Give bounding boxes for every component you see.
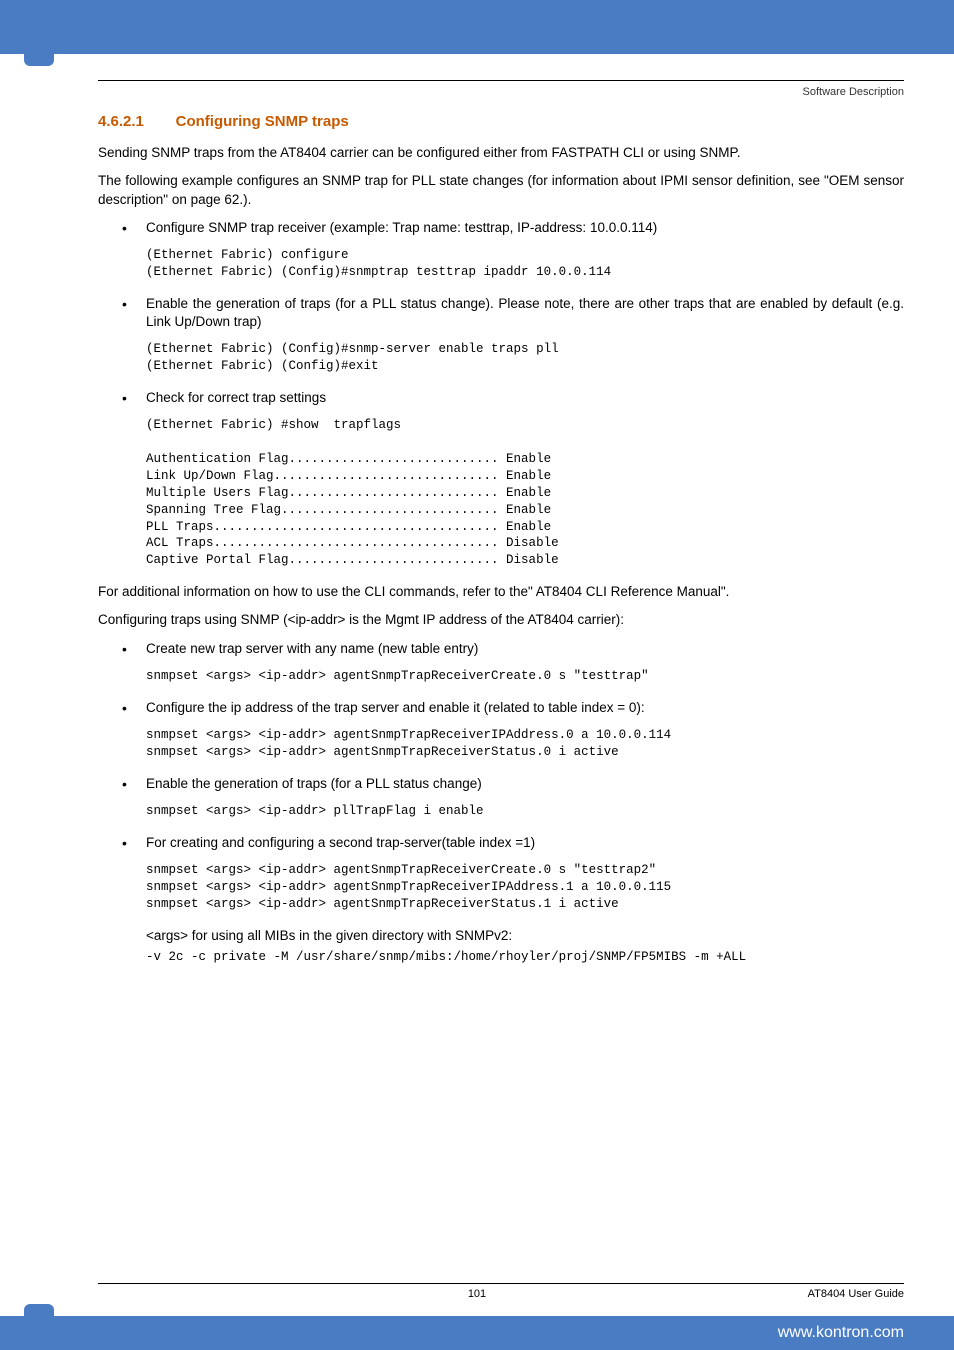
code-block: snmpset <args> <ip-addr> agentSnmpTrapRe… <box>146 862 904 913</box>
list-item: For creating and configuring a second tr… <box>98 834 904 852</box>
list-item: Enable the generation of traps (for a PL… <box>98 775 904 793</box>
section-heading: 4.6.2.1 Configuring SNMP traps <box>98 112 904 132</box>
top-brand-tab <box>24 0 54 66</box>
code-block: snmpset <args> <ip-addr> agentSnmpTrapRe… <box>146 668 904 685</box>
code-block: snmpset <args> <ip-addr> agentSnmpTrapRe… <box>146 727 904 761</box>
page-content: 4.6.2.1 Configuring SNMP traps Sending S… <box>98 112 904 980</box>
header-rule <box>98 80 904 81</box>
top-brand-band <box>0 0 954 54</box>
footer-doc-title: AT8404 User Guide <box>808 1288 904 1300</box>
list-item: Enable the generation of traps (for a PL… <box>98 295 904 331</box>
section-title: Configuring SNMP traps <box>176 113 349 130</box>
paragraph: For additional information on how to use… <box>98 583 904 601</box>
footer-url: www.kontron.com <box>778 1324 904 1342</box>
list-item: Configure SNMP trap receiver (example: T… <box>98 219 904 237</box>
bottom-brand-tab <box>24 1304 54 1350</box>
footer-rule <box>98 1283 904 1284</box>
args-note: <args> for using all MIBs in the given d… <box>146 927 904 945</box>
paragraph: Configuring traps using SNMP (<ip-addr> … <box>98 611 904 629</box>
code-block: -v 2c -c private -M /usr/share/snmp/mibs… <box>146 949 904 966</box>
list-item: Create new trap server with any name (ne… <box>98 640 904 658</box>
paragraph: The following example configures an SNMP… <box>98 172 904 208</box>
code-block: (Ethernet Fabric) (Config)#snmp-server e… <box>146 341 904 375</box>
list-item: Check for correct trap settings <box>98 389 904 407</box>
paragraph: Sending SNMP traps from the AT8404 carri… <box>98 144 904 162</box>
section-number: 4.6.2.1 <box>98 113 144 130</box>
breadcrumb: Software Description <box>803 86 905 98</box>
code-block: snmpset <args> <ip-addr> pllTrapFlag i e… <box>146 803 904 820</box>
code-block: (Ethernet Fabric) #show trapflags Authen… <box>146 417 904 569</box>
code-block: (Ethernet Fabric) configure (Ethernet Fa… <box>146 247 904 281</box>
list-item: Configure the ip address of the trap ser… <box>98 699 904 717</box>
